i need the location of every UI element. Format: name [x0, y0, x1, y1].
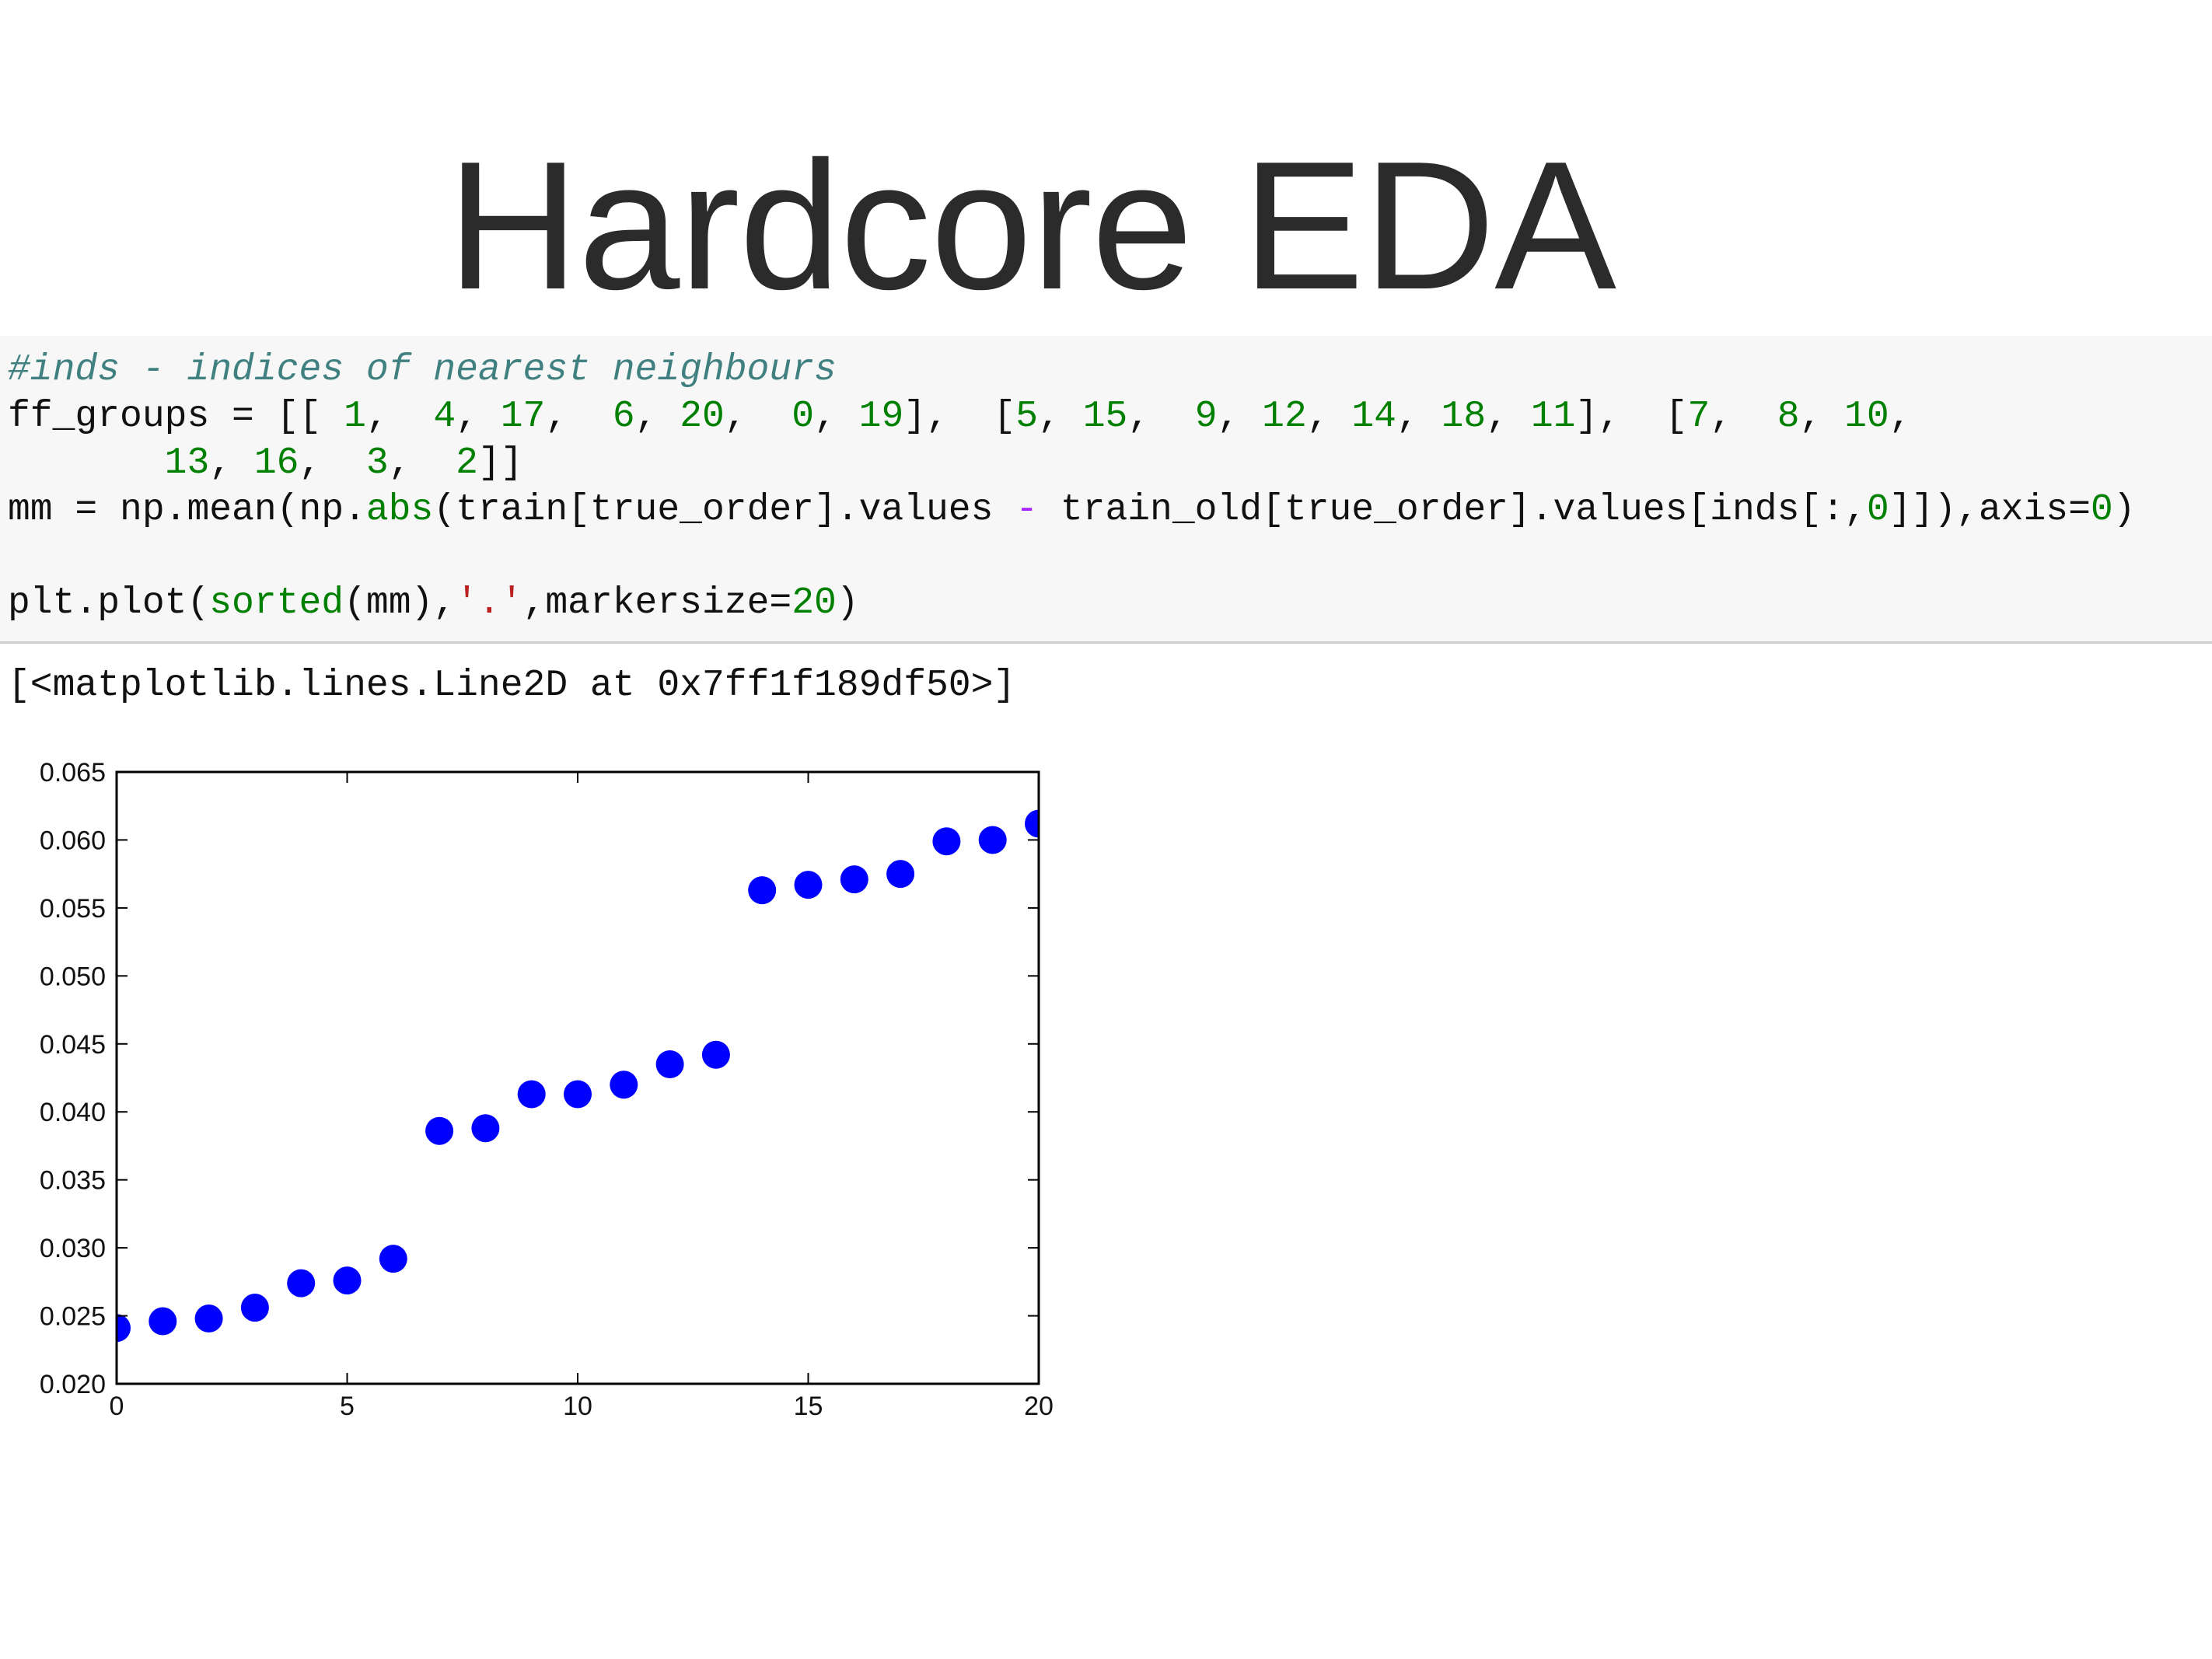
- y-tick-label: 0.050: [40, 962, 106, 991]
- data-point: [886, 860, 915, 889]
- code-text: ): [2112, 489, 2136, 531]
- code-number: 5: [1015, 396, 1039, 438]
- y-tick-label: 0.025: [40, 1302, 106, 1332]
- code-comment: #inds - indices of nearest neighbours: [8, 349, 837, 391]
- code-text: train_old[true_order].values[inds[:,: [1038, 489, 1867, 531]
- code-number: 13: [164, 442, 210, 484]
- data-point: [564, 1080, 592, 1109]
- code-line-mm: mm = np.mean(np.abs(train[true_order].va…: [8, 487, 2136, 533]
- code-builtin: abs: [365, 489, 434, 531]
- code-cell[interactable]: #inds - indices of nearest neighbours ff…: [0, 336, 2212, 644]
- code-string: '.': [456, 582, 523, 624]
- data-point: [1025, 809, 1039, 838]
- code-number: 0: [1866, 489, 1889, 531]
- slide-title: Hardcore EDA: [447, 123, 1616, 327]
- code-number: 8: [1777, 396, 1800, 438]
- code-number: 16: [253, 442, 299, 484]
- y-tick-label: 0.030: [40, 1234, 106, 1263]
- code-number: 0: [2090, 489, 2113, 531]
- code-number: 19: [858, 396, 904, 438]
- y-tick-label: 0.035: [40, 1166, 106, 1196]
- data-point: [610, 1070, 638, 1099]
- code-number: 11: [1530, 396, 1576, 438]
- x-tick-label: 15: [794, 1392, 823, 1421]
- data-points: [117, 809, 1039, 1343]
- code-builtin: sorted: [209, 582, 344, 624]
- data-point: [932, 827, 961, 856]
- code-number: 7: [1687, 396, 1711, 438]
- data-point: [149, 1307, 177, 1336]
- x-tick-label: 5: [340, 1392, 355, 1421]
- y-tick-label: 0.040: [40, 1098, 106, 1127]
- code-number: 18: [1441, 396, 1487, 438]
- code-number: 2: [456, 442, 478, 484]
- data-point: [748, 876, 777, 905]
- y-tick-label: 0.060: [40, 826, 106, 855]
- code-number: 1: [344, 396, 366, 438]
- code-text: ,markersize=: [522, 582, 792, 624]
- code-number: 20: [680, 396, 725, 438]
- code-line-ff-groups-cont: 13, 16, 3, 2]]: [164, 442, 523, 484]
- code-number: 17: [500, 396, 546, 438]
- data-point: [517, 1080, 546, 1109]
- code-number: 15: [1082, 396, 1128, 438]
- code-text: mm = np.mean(np.: [8, 489, 366, 531]
- code-ff-groups-prefix: ff_groups = [[: [8, 396, 344, 438]
- data-point: [794, 871, 823, 899]
- x-tick-label: 20: [1024, 1392, 1054, 1421]
- scatter-plot: 0 5 10 15 20 0.020 0.025 0.030 0.035 0.040 0.045 0.…: [40, 758, 1054, 1421]
- x-tick-label: 0: [110, 1392, 124, 1421]
- y-tick-label: 0.020: [40, 1370, 106, 1399]
- data-point: [117, 1314, 131, 1343]
- code-text: (mm),: [344, 582, 456, 624]
- code-number: 0: [791, 396, 815, 438]
- code-text: (train[true_order].values: [433, 489, 1016, 531]
- y-tick-label: 0.045: [40, 1030, 106, 1060]
- data-point: [978, 826, 1007, 854]
- x-tick-label: 10: [563, 1392, 592, 1421]
- data-point: [701, 1040, 730, 1069]
- code-number: 4: [433, 396, 456, 438]
- y-tick-label: 0.065: [40, 758, 106, 788]
- code-line-ff-groups: ff_groups = [[ 1, 4, 17, 6, 20, 0, 19], …: [8, 396, 1912, 438]
- code-number: 12: [1262, 396, 1307, 438]
- code-number: 14: [1351, 396, 1396, 438]
- data-point: [840, 865, 868, 894]
- code-number: 20: [791, 582, 837, 624]
- code-number: 9: [1194, 396, 1218, 438]
- output-text: [<matplotlib.lines.Line2D at 0x7ff1f189d…: [8, 665, 1016, 707]
- data-point: [655, 1050, 684, 1079]
- code-number: 6: [612, 396, 635, 438]
- code-text: plt.plot(: [8, 582, 210, 624]
- data-point: [240, 1294, 269, 1322]
- code-line-plot: plt.plot(sorted(mm),'.',markersize=20): [8, 580, 859, 627]
- data-point: [425, 1116, 454, 1145]
- data-point: [379, 1245, 407, 1273]
- y-tick-label: 0.055: [40, 894, 106, 924]
- data-point: [471, 1114, 500, 1143]
- code-comment-line: #inds - indices of nearest neighbours: [8, 347, 837, 393]
- code-text: ]]),axis=: [1889, 489, 2091, 531]
- code-text: ): [836, 582, 859, 624]
- code-operator: -: [1015, 489, 1039, 531]
- data-point: [194, 1304, 223, 1333]
- data-point: [333, 1266, 362, 1295]
- code-number: 3: [365, 442, 389, 484]
- code-number: 10: [1844, 396, 1889, 438]
- data-point: [287, 1269, 316, 1298]
